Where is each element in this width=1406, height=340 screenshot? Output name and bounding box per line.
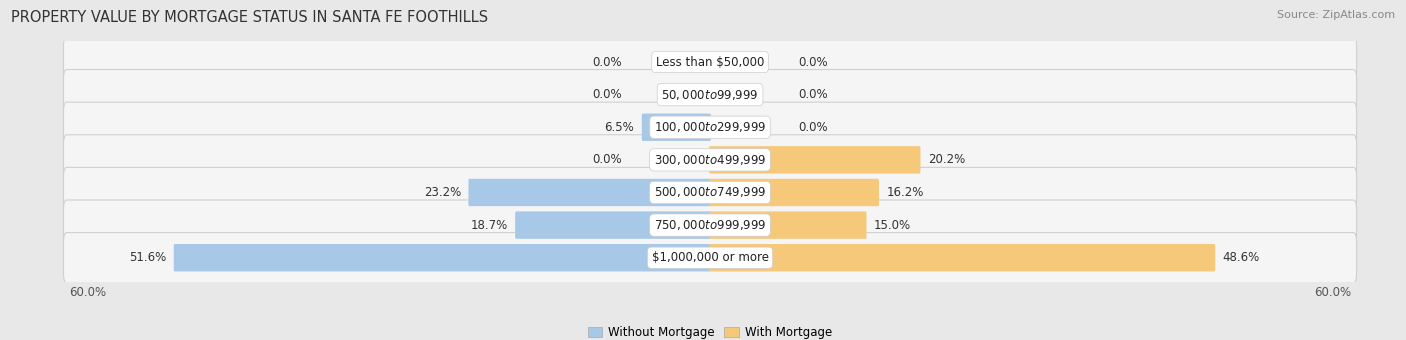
FancyBboxPatch shape: [174, 244, 711, 271]
Text: $300,000 to $499,999: $300,000 to $499,999: [654, 153, 766, 167]
FancyBboxPatch shape: [63, 233, 1357, 283]
FancyBboxPatch shape: [709, 244, 1215, 271]
Text: 51.6%: 51.6%: [129, 251, 166, 264]
Text: 0.0%: 0.0%: [592, 88, 621, 101]
Text: 20.2%: 20.2%: [928, 153, 965, 166]
Text: 0.0%: 0.0%: [799, 121, 828, 134]
Text: 0.0%: 0.0%: [799, 55, 828, 68]
Text: 0.0%: 0.0%: [592, 153, 621, 166]
FancyBboxPatch shape: [63, 135, 1357, 185]
Text: $1,000,000 or more: $1,000,000 or more: [651, 251, 769, 264]
FancyBboxPatch shape: [515, 211, 711, 239]
Text: Source: ZipAtlas.com: Source: ZipAtlas.com: [1277, 10, 1395, 20]
FancyBboxPatch shape: [63, 69, 1357, 120]
Text: PROPERTY VALUE BY MORTGAGE STATUS IN SANTA FE FOOTHILLS: PROPERTY VALUE BY MORTGAGE STATUS IN SAN…: [11, 10, 488, 25]
Text: $50,000 to $99,999: $50,000 to $99,999: [661, 88, 759, 102]
FancyBboxPatch shape: [709, 179, 879, 206]
FancyBboxPatch shape: [63, 102, 1357, 152]
Text: 0.0%: 0.0%: [799, 88, 828, 101]
Text: 6.5%: 6.5%: [605, 121, 634, 134]
Text: $750,000 to $999,999: $750,000 to $999,999: [654, 218, 766, 232]
Text: 15.0%: 15.0%: [875, 219, 911, 232]
Text: 16.2%: 16.2%: [886, 186, 924, 199]
FancyBboxPatch shape: [63, 167, 1357, 218]
Text: $500,000 to $749,999: $500,000 to $749,999: [654, 186, 766, 200]
FancyBboxPatch shape: [468, 179, 711, 206]
Text: Less than $50,000: Less than $50,000: [655, 55, 765, 68]
FancyBboxPatch shape: [641, 114, 711, 141]
FancyBboxPatch shape: [709, 211, 866, 239]
Text: 48.6%: 48.6%: [1223, 251, 1260, 264]
Legend: Without Mortgage, With Mortgage: Without Mortgage, With Mortgage: [583, 321, 837, 340]
Text: 0.0%: 0.0%: [592, 55, 621, 68]
FancyBboxPatch shape: [63, 37, 1357, 87]
FancyBboxPatch shape: [709, 146, 921, 173]
Text: 18.7%: 18.7%: [471, 219, 508, 232]
Text: $100,000 to $299,999: $100,000 to $299,999: [654, 120, 766, 134]
FancyBboxPatch shape: [63, 200, 1357, 250]
Text: 23.2%: 23.2%: [423, 186, 461, 199]
